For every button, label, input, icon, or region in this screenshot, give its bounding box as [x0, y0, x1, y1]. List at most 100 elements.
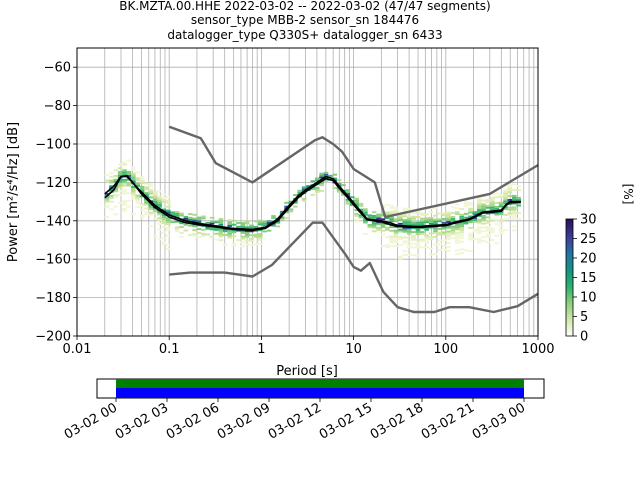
histogram-cell [424, 242, 429, 245]
histogram-cell [170, 211, 176, 214]
histogram-cell [406, 207, 412, 210]
histogram-cell [476, 239, 482, 242]
histogram-cell [490, 227, 495, 230]
histogram-cell [455, 253, 460, 256]
histogram-cell [459, 221, 465, 224]
histogram-cell [402, 253, 408, 256]
histogram-cell [109, 179, 114, 182]
histogram-cell [148, 184, 154, 187]
histogram-cell [507, 183, 513, 186]
histogram-cell [485, 233, 491, 236]
histogram-cell [240, 224, 246, 227]
histogram-cell [253, 235, 259, 238]
histogram-cell [240, 226, 246, 228]
histogram-cell [498, 232, 504, 235]
histogram-cell [117, 182, 123, 185]
x-tick-label: 1000 [521, 342, 554, 357]
histogram-cell [402, 228, 408, 231]
histogram-cell [371, 220, 377, 223]
histogram-cell [393, 239, 399, 242]
plot-background [77, 48, 538, 336]
histogram-cell [398, 228, 403, 231]
histogram-cell [205, 233, 211, 236]
histogram-cell [144, 201, 149, 204]
histogram-cell [218, 223, 224, 226]
histogram-cell [481, 214, 486, 217]
histogram-cell [345, 198, 351, 201]
histogram-cell [463, 201, 469, 204]
histogram-cell [481, 199, 486, 202]
histogram-cell [472, 230, 478, 233]
histogram-cell [104, 200, 110, 203]
histogram-cell [275, 221, 281, 224]
histogram-cell [490, 239, 495, 241]
histogram-cell [481, 209, 486, 212]
histogram-cell [511, 229, 517, 232]
histogram-cell [420, 213, 425, 216]
histogram-cell [288, 200, 294, 203]
histogram-cell [284, 211, 289, 214]
histogram-cell [385, 213, 390, 216]
histogram-cell [481, 236, 486, 238]
histogram-cell [157, 205, 162, 208]
histogram-cell [358, 204, 364, 207]
histogram-cell [301, 186, 307, 189]
histogram-cell [157, 222, 162, 225]
histogram-cell [192, 229, 197, 232]
histogram-cell [117, 190, 123, 193]
histogram-cell [166, 205, 171, 208]
histogram-cell [131, 166, 136, 169]
histogram-cell [131, 212, 136, 215]
histogram-cell [174, 214, 180, 217]
histogram-cell [441, 248, 447, 251]
histogram-cell [494, 242, 500, 245]
histogram-cell [104, 196, 110, 199]
histogram-cell [433, 232, 438, 235]
histogram-cell [455, 237, 460, 240]
histogram-cell [402, 242, 408, 245]
title-line-2: sensor_type MBB-2 sensor_sn 184476 [191, 13, 419, 27]
histogram-cell [139, 216, 145, 219]
histogram-cell [485, 201, 491, 203]
histogram-cell [463, 203, 469, 206]
histogram-cell [249, 239, 254, 242]
histogram-cell [104, 192, 110, 195]
histogram-cell [463, 220, 469, 223]
histogram-cell [148, 196, 154, 199]
histogram-cell [117, 167, 123, 170]
histogram-cell [459, 233, 465, 235]
histogram-cell [161, 241, 167, 244]
histogram-cell [196, 218, 202, 221]
histogram-cell [389, 212, 394, 215]
histogram-cell [131, 193, 136, 196]
histogram-cell [511, 217, 517, 220]
histogram-cell [214, 238, 219, 241]
histogram-cell [476, 210, 482, 213]
histogram-cell [244, 243, 250, 246]
histogram-cell [437, 220, 443, 223]
histogram-cell [310, 180, 316, 183]
histogram-cell [385, 203, 390, 206]
histogram-cell [117, 174, 123, 177]
histogram-cell [503, 217, 508, 220]
histogram-cell [441, 218, 447, 220]
histogram-cell [284, 201, 289, 204]
histogram-cell [135, 183, 140, 185]
histogram-cell [406, 229, 412, 231]
histogram-cell [297, 191, 303, 194]
histogram-cell [279, 210, 285, 213]
histogram-cell [196, 220, 202, 223]
histogram-cell [358, 202, 364, 205]
histogram-cell [323, 171, 329, 174]
histogram-cell [402, 219, 408, 222]
histogram-cell [192, 213, 197, 216]
histogram-cell [227, 225, 232, 227]
histogram-cell [201, 225, 206, 228]
histogram-cell [468, 215, 473, 218]
histogram-cell [406, 236, 412, 239]
histogram-cell [376, 215, 381, 218]
histogram-cell [371, 211, 377, 214]
x-tick-label: 10 [345, 342, 362, 357]
histogram-cell [385, 246, 390, 248]
histogram-cell [166, 209, 171, 212]
